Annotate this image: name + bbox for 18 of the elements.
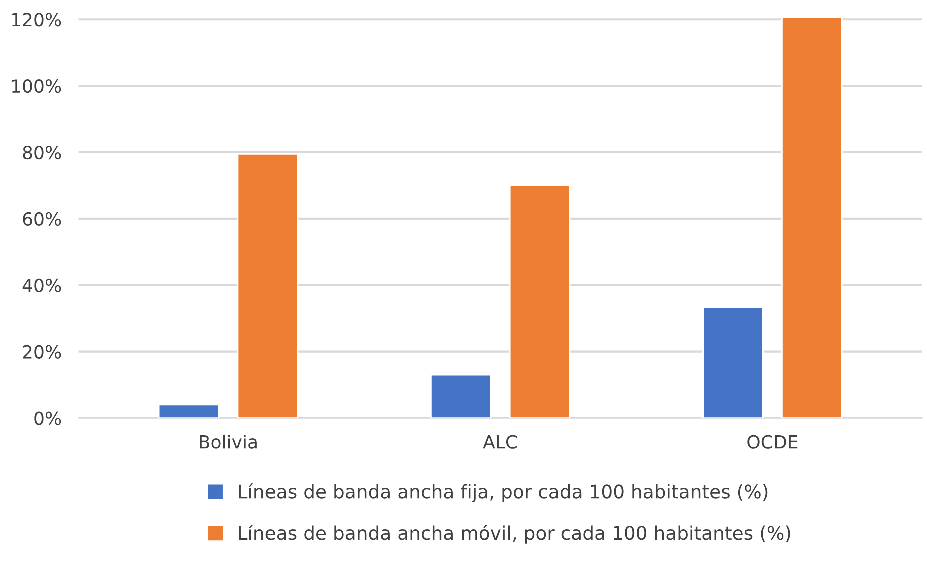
x-tick-label: OCDE bbox=[748, 435, 798, 449]
bar bbox=[702, 306, 764, 418]
bar bbox=[509, 185, 571, 418]
y-tick-label: 20% bbox=[23, 345, 62, 359]
y-tick-label: 60% bbox=[23, 212, 62, 226]
bar bbox=[782, 16, 843, 418]
y-tick-label: 80% bbox=[23, 146, 62, 160]
bar bbox=[430, 374, 492, 418]
legend-label: Líneas de banda ancha móvil, por cada 100 habitantes (%) bbox=[239, 524, 790, 544]
x-tick-label: ALC bbox=[483, 435, 518, 449]
legend-label: Líneas de banda ancha fija, por cada 100 habitantes (%) bbox=[239, 484, 768, 502]
y-tick-label: 100% bbox=[12, 80, 62, 94]
y-tick-label: 0% bbox=[34, 412, 62, 426]
bar bbox=[237, 153, 299, 418]
y-tick-label: 120% bbox=[12, 13, 62, 27]
bar bbox=[158, 404, 220, 418]
y-tick-label: 40% bbox=[22, 278, 62, 293]
x-tick-label: Bolivia bbox=[200, 434, 257, 449]
